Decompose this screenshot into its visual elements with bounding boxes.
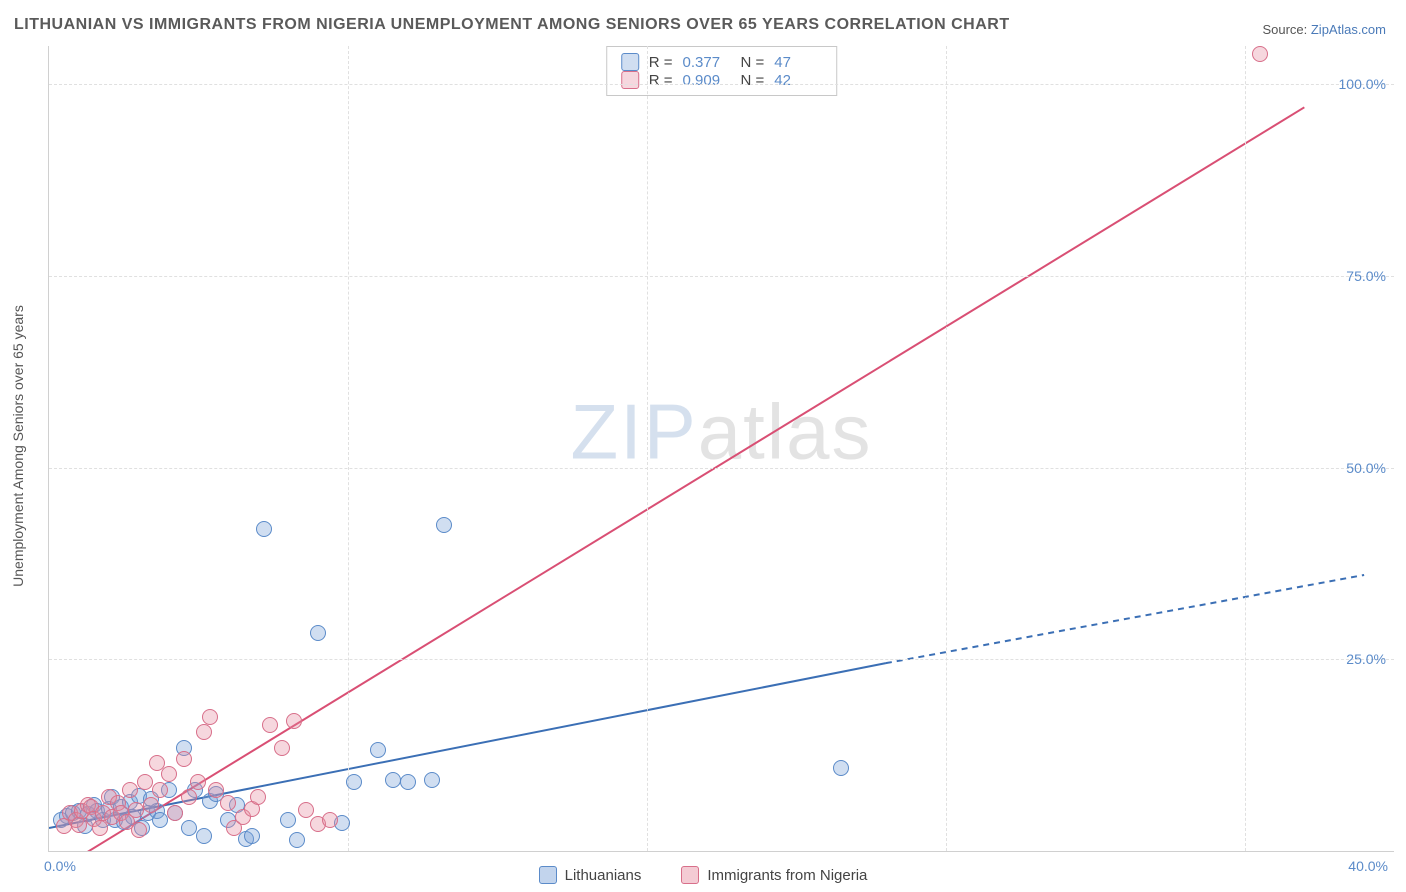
legend-label-2: Immigrants from Nigeria [707,867,867,884]
data-point [196,828,212,844]
r-value-1: 0.377 [683,54,731,71]
y-tick-label: 25.0% [1346,651,1386,667]
plot-area: ZIPatlas R = 0.377 N = 47 R = 0.909 N = … [48,46,1394,852]
chart-container: LITHUANIAN VS IMMIGRANTS FROM NIGERIA UN… [0,0,1406,892]
data-point [370,742,386,758]
data-point [289,832,305,848]
y-axis-title: Unemployment Among Seniors over 65 years [10,305,26,587]
bottom-legend: Lithuanians Immigrants from Nigeria [0,866,1406,884]
data-point [385,772,401,788]
data-point [161,766,177,782]
data-point [244,828,260,844]
y-tick-label: 75.0% [1346,268,1386,284]
data-point [256,521,272,537]
trend-lines-layer [49,46,1394,851]
y-tick-label: 50.0% [1346,460,1386,476]
data-point [181,820,197,836]
data-point [1252,46,1268,62]
data-point [310,625,326,641]
source-label: Source: [1262,22,1310,37]
stats-row-series-1: R = 0.377 N = 47 [621,53,823,71]
grid-line-h [49,276,1394,277]
data-point [286,713,302,729]
data-point [152,812,168,828]
r-value-2: 0.909 [683,72,731,89]
chart-title: LITHUANIAN VS IMMIGRANTS FROM NIGERIA UN… [14,16,1010,34]
source-attribution: Source: ZipAtlas.com [1262,22,1386,37]
legend-label-1: Lithuanians [565,867,642,884]
data-point [424,772,440,788]
data-point [137,774,153,790]
data-point [220,795,236,811]
data-point [128,802,144,818]
n-label-1: N = [741,54,765,71]
watermark: ZIPatlas [570,387,872,478]
grid-line-v [348,46,349,851]
data-point [190,774,206,790]
data-point [152,782,168,798]
data-point [298,802,314,818]
grid-line-v [946,46,947,851]
r-label-1: R = [649,54,673,71]
data-point [262,717,278,733]
data-point [196,724,212,740]
grid-line-h [49,468,1394,469]
n-value-1: 47 [774,54,822,71]
data-point [181,789,197,805]
grid-line-h [49,84,1394,85]
grid-line-v [1245,46,1246,851]
data-point [176,751,192,767]
data-point [400,774,416,790]
data-point [71,817,87,833]
legend-item-1: Lithuanians [539,866,642,884]
data-point [322,812,338,828]
data-point [208,782,224,798]
legend-item-2: Immigrants from Nigeria [681,866,867,884]
data-point [143,797,159,813]
source-link[interactable]: ZipAtlas.com [1311,22,1386,37]
y-tick-label: 100.0% [1339,76,1386,92]
data-point [250,789,266,805]
data-point [274,740,290,756]
data-point [280,812,296,828]
r-label-2: R = [649,72,673,89]
legend-swatch-2 [681,866,699,884]
swatch-series-2 [621,71,639,89]
data-point [131,822,147,838]
data-point [122,782,138,798]
grid-line-h [49,659,1394,660]
n-value-2: 42 [774,72,822,89]
watermark-atlas: atlas [698,388,873,476]
swatch-series-1 [621,53,639,71]
data-point [167,805,183,821]
grid-line-v [647,46,648,851]
watermark-zip: ZIP [570,388,697,476]
stats-box: R = 0.377 N = 47 R = 0.909 N = 42 [606,46,838,96]
legend-swatch-1 [539,866,557,884]
data-point [833,760,849,776]
data-point [202,709,218,725]
data-point [346,774,362,790]
data-point [436,517,452,533]
n-label-2: N = [741,72,765,89]
stats-row-series-2: R = 0.909 N = 42 [621,71,823,89]
